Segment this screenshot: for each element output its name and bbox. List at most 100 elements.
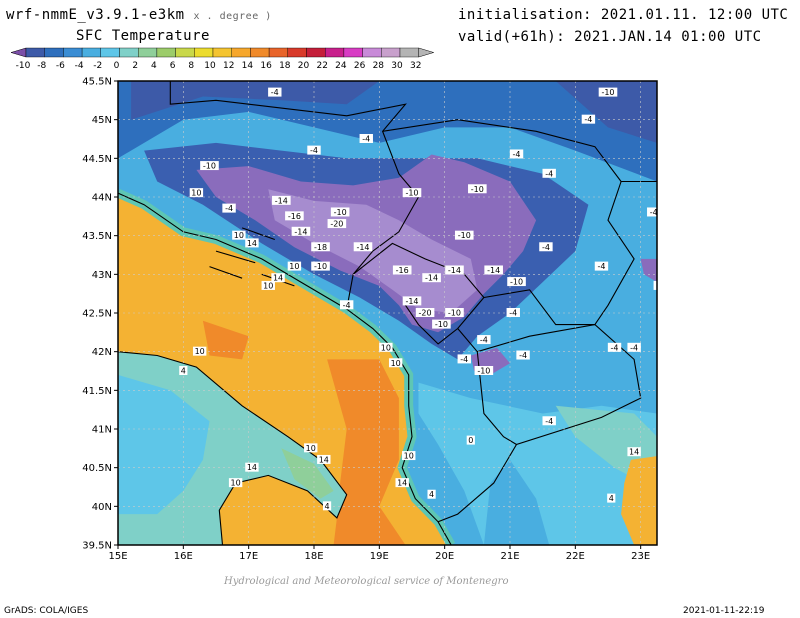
contour-label: -4 (343, 301, 351, 310)
contour-label: -14 (294, 227, 307, 236)
contour-label: -4 (271, 88, 279, 97)
contour-label: -4 (650, 208, 658, 217)
y-tick-label: 41.5N (82, 386, 112, 397)
contour-label: -4 (513, 150, 521, 159)
apennines-cool (118, 374, 210, 515)
colorbar-label: 22 (316, 61, 327, 71)
contour-label-bg (445, 265, 464, 275)
contour-label: 4 (429, 490, 434, 499)
contour-label: 14 (397, 479, 407, 488)
contour-label-bg (422, 273, 441, 283)
border-line (209, 266, 243, 279)
contour-label-bg (484, 265, 503, 275)
colorbar-label: 18 (279, 61, 291, 71)
contour-label-bg (402, 296, 422, 306)
contour-label-bg (261, 280, 275, 290)
contour-label: -4 (460, 355, 468, 364)
contour-label-bg (454, 230, 474, 240)
contour-label: -16 (396, 266, 409, 275)
contour-label-bg (287, 261, 302, 271)
contour-label: 14 (319, 455, 329, 464)
colorbar-label: -2 (93, 61, 102, 71)
contour-label-bg (542, 416, 556, 426)
contour-label-bg (388, 358, 403, 368)
contour-label: 10 (391, 359, 401, 368)
valid-time: valid(+61h): 2021.JAN.14 01:00 UTC (458, 29, 762, 45)
contour-label: -4 (225, 204, 233, 213)
contour-label-bg (402, 451, 416, 461)
contour-label-bg (647, 207, 657, 217)
colorbar-label: 28 (373, 61, 385, 71)
contour-label-bg (379, 342, 393, 352)
contour-label-bg (627, 447, 641, 457)
contour-label-bg (322, 501, 332, 511)
contour-label: -10 (203, 162, 216, 171)
contour-label: -16 (288, 212, 301, 221)
contour-label-bg (245, 462, 259, 472)
contour-label-bg (445, 308, 464, 317)
colorbar-label: -10 (16, 61, 31, 71)
contour-label: 4 (181, 367, 186, 376)
cold-band-north-dark (131, 81, 380, 120)
colorbar-label: 24 (335, 61, 347, 71)
contour-label-bg (353, 242, 373, 252)
contour-label-bg (272, 195, 291, 205)
border-line (483, 289, 595, 326)
colorbar-label: 8 (188, 61, 194, 71)
contour-label-bg (402, 188, 422, 198)
contour-label-bg (232, 230, 246, 240)
colorbar-label: 4 (151, 61, 157, 71)
temperature-colorbar: -10 -8 -6 -4 -2 0 2 4 6 8 10 12 14 16 18 20 22 24 26 28 30 32 (10, 47, 435, 71)
border-line (241, 227, 275, 241)
contour-label-bg (506, 308, 520, 317)
contour-label-bg (271, 273, 285, 283)
colorbar-label: 16 (260, 61, 272, 71)
contour-label-bg (539, 242, 553, 252)
contour-label: 10 (289, 262, 299, 271)
y-tick-label: 43N (92, 270, 112, 281)
contour-label-bg (542, 168, 556, 178)
y-tick-label: 42.5N (82, 309, 112, 320)
contour-label-bg (339, 300, 354, 310)
x-tick-label: 17E (239, 551, 258, 562)
contour-label-bg (245, 238, 259, 248)
sea-warm-patch-small (202, 320, 249, 360)
contour-label: -4 (362, 135, 370, 144)
contour-label: -14 (356, 243, 369, 252)
contour-label-bg (330, 207, 350, 217)
contour-label-bg (516, 350, 530, 360)
colorbar-label: 12 (223, 61, 234, 71)
colorbar-label: 0 (114, 61, 120, 71)
colorbar-label: 30 (391, 61, 403, 71)
y-tick-label: 41N (92, 425, 112, 436)
pindus-cool (483, 459, 550, 545)
contour-label-bg (327, 219, 347, 229)
timestamp-label: 2021-01-11-22:19 (683, 606, 765, 616)
x-tick-label: 21E (500, 551, 519, 562)
contour-label-bg (311, 261, 330, 271)
contour-label: -20 (419, 309, 432, 318)
colorbar-label: 2 (132, 61, 138, 71)
contour-label: -10 (405, 189, 418, 198)
grads-label: GrADS: COLA/IGES (4, 606, 89, 616)
y-tick-label: 44.5N (82, 154, 112, 165)
contour-label-bg (228, 478, 243, 488)
contour-label-bg (457, 354, 471, 364)
contour-label-bg (607, 342, 622, 352)
y-tick-label: 40N (92, 502, 112, 513)
y-tick-label: 39.5N (82, 541, 112, 552)
colorbar-label: -8 (37, 61, 46, 71)
contour-label-bg (581, 114, 596, 124)
contour-label: -14 (487, 266, 500, 275)
x-tick-label: 22E (566, 551, 585, 562)
contour-label-bg (594, 261, 609, 271)
colorbar-label: 10 (204, 61, 216, 71)
contour-label: -10 (448, 309, 461, 318)
contour-label: 0 (468, 436, 473, 445)
contour-label: -10 (334, 208, 347, 217)
colorbar-arrow-right (418, 47, 435, 58)
contour-label: 10 (195, 347, 205, 356)
contour-label-bg (598, 87, 618, 97)
contour-label: -4 (519, 351, 527, 360)
contour-label-bg (607, 493, 616, 503)
